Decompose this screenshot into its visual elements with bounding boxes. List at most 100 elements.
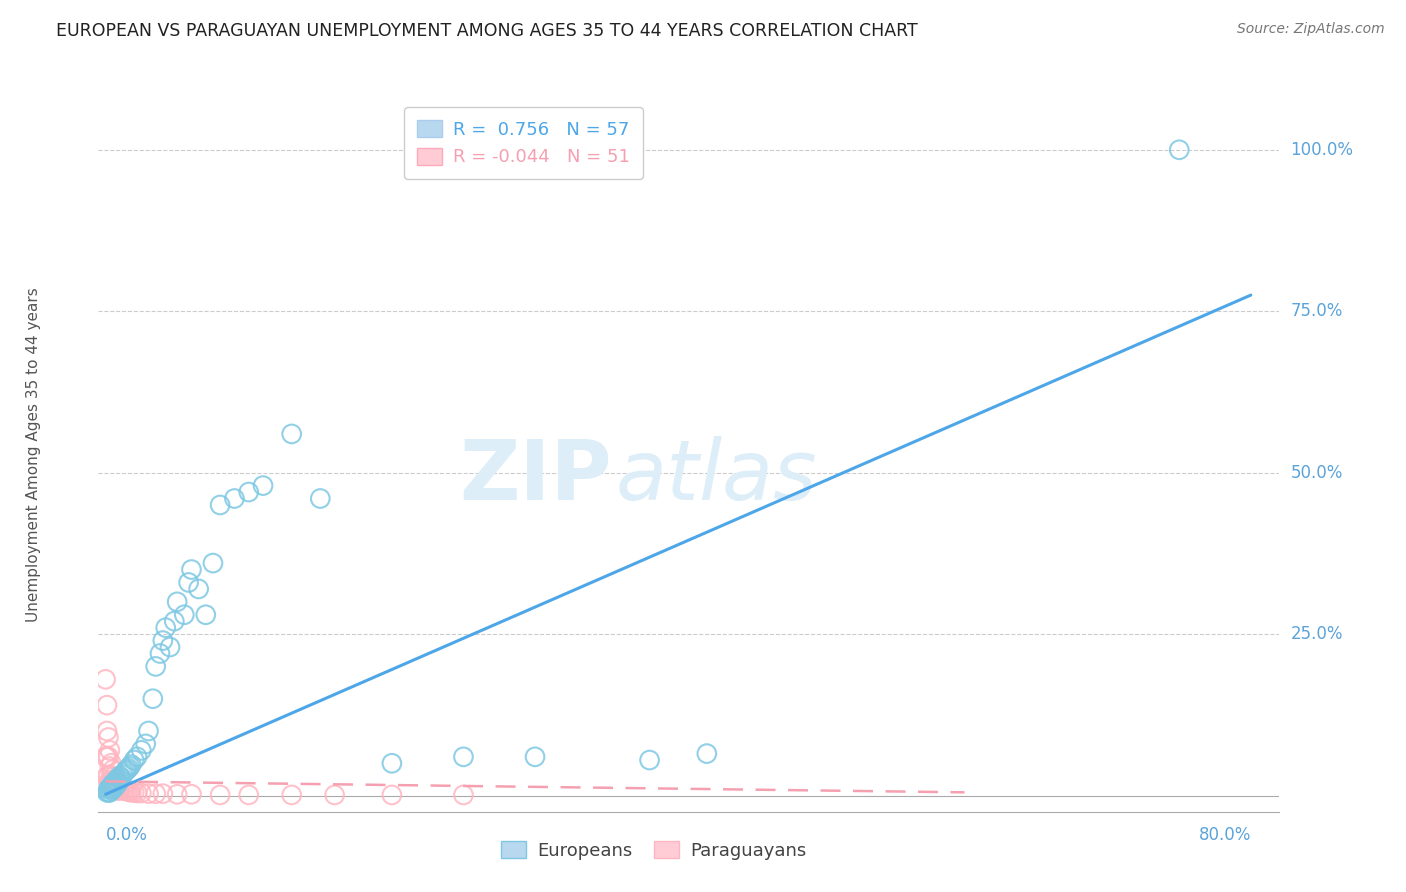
- Point: [96, 769, 118, 783]
- Point: [138, 787, 160, 801]
- Point: [100, 756, 122, 771]
- Text: 75.0%: 75.0%: [1291, 302, 1343, 320]
- Point: [115, 784, 138, 798]
- Point: [280, 426, 302, 441]
- Point: [145, 659, 167, 673]
- Point: [101, 772, 124, 787]
- Point: [98, 775, 121, 789]
- Point: [100, 779, 122, 793]
- Point: [117, 761, 139, 775]
- Point: [111, 782, 134, 797]
- Text: Unemployment Among Ages 35 to 44 years: Unemployment Among Ages 35 to 44 years: [25, 287, 41, 623]
- Point: [131, 786, 153, 800]
- Point: [103, 769, 125, 783]
- Point: [97, 782, 120, 797]
- Point: [638, 753, 661, 767]
- Point: [224, 491, 246, 506]
- Point: [112, 766, 135, 780]
- Point: [149, 647, 172, 661]
- Legend: Europeans, Paraguayans: Europeans, Paraguayans: [494, 834, 814, 867]
- Point: [98, 780, 121, 795]
- Point: [152, 787, 174, 801]
- Text: 25.0%: 25.0%: [1291, 625, 1343, 643]
- Point: [209, 788, 232, 802]
- Point: [323, 788, 346, 802]
- Point: [107, 777, 129, 791]
- Point: [238, 788, 260, 802]
- Point: [107, 783, 129, 797]
- Point: [96, 698, 118, 713]
- Point: [122, 785, 145, 799]
- Point: [187, 582, 209, 596]
- Point: [138, 724, 160, 739]
- Point: [696, 747, 718, 761]
- Point: [98, 743, 121, 757]
- Point: [115, 763, 138, 777]
- Point: [108, 772, 131, 787]
- Point: [177, 575, 200, 590]
- Point: [453, 788, 475, 802]
- Point: [108, 779, 131, 793]
- Point: [111, 768, 134, 782]
- Point: [100, 783, 122, 797]
- Point: [238, 485, 260, 500]
- Point: [96, 749, 118, 764]
- Point: [108, 769, 131, 783]
- Point: [104, 772, 127, 787]
- Point: [118, 759, 141, 773]
- Point: [104, 780, 127, 795]
- Point: [120, 785, 142, 799]
- Point: [252, 478, 274, 492]
- Point: [97, 769, 120, 783]
- Point: [107, 775, 129, 789]
- Point: [105, 777, 128, 791]
- Point: [94, 673, 117, 687]
- Point: [105, 782, 128, 797]
- Point: [1168, 143, 1191, 157]
- Text: atlas: atlas: [616, 436, 817, 516]
- Point: [163, 614, 186, 628]
- Text: ZIP: ZIP: [460, 436, 612, 516]
- Point: [381, 788, 404, 802]
- Point: [152, 633, 174, 648]
- Point: [110, 771, 132, 785]
- Point: [135, 737, 157, 751]
- Point: [122, 753, 145, 767]
- Point: [101, 780, 124, 795]
- Point: [173, 607, 195, 622]
- Point: [117, 785, 139, 799]
- Point: [96, 785, 118, 799]
- Point: [180, 787, 202, 801]
- Point: [309, 491, 332, 506]
- Point: [104, 779, 127, 793]
- Point: [166, 787, 188, 801]
- Point: [166, 595, 188, 609]
- Point: [97, 731, 120, 745]
- Point: [98, 785, 121, 799]
- Text: 0.0%: 0.0%: [105, 826, 148, 844]
- Text: 80.0%: 80.0%: [1198, 826, 1251, 844]
- Point: [201, 556, 224, 570]
- Point: [125, 749, 148, 764]
- Point: [125, 786, 148, 800]
- Text: 50.0%: 50.0%: [1291, 464, 1343, 482]
- Point: [114, 783, 136, 797]
- Text: 100.0%: 100.0%: [1291, 141, 1354, 159]
- Point: [131, 743, 153, 757]
- Point: [110, 780, 132, 795]
- Point: [105, 772, 128, 787]
- Point: [112, 783, 135, 797]
- Point: [381, 756, 404, 771]
- Point: [524, 749, 547, 764]
- Point: [155, 621, 177, 635]
- Point: [118, 785, 141, 799]
- Point: [159, 640, 181, 654]
- Point: [94, 749, 117, 764]
- Text: Source: ZipAtlas.com: Source: ZipAtlas.com: [1237, 22, 1385, 37]
- Text: EUROPEAN VS PARAGUAYAN UNEMPLOYMENT AMONG AGES 35 TO 44 YEARS CORRELATION CHART: EUROPEAN VS PARAGUAYAN UNEMPLOYMENT AMON…: [56, 22, 918, 40]
- Point: [209, 498, 232, 512]
- Point: [145, 787, 167, 801]
- Point: [103, 780, 125, 795]
- Point: [108, 783, 131, 797]
- Point: [97, 749, 120, 764]
